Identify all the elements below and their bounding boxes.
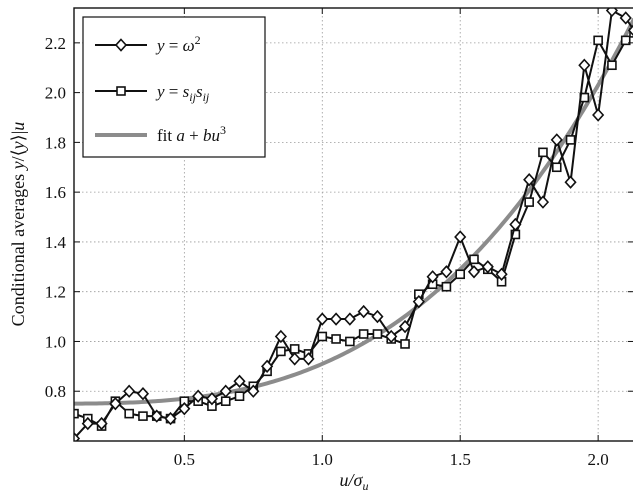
data-point-diamond [371, 309, 384, 324]
data-point-square [372, 329, 383, 339]
data-point-diamond [564, 175, 577, 189]
data-point-square [565, 135, 576, 145]
data-point-square [276, 346, 286, 357]
data-point-diamond [440, 265, 453, 279]
data-point-square [331, 334, 341, 344]
data-point-diamond [426, 270, 439, 284]
data-point-diamond [109, 396, 122, 411]
y-tick-label: 1.4 [45, 233, 67, 252]
y-tick-label: 1.6 [45, 183, 66, 202]
data-point-diamond [74, 431, 81, 441]
data-point-diamond [192, 389, 205, 403]
data-point-square [593, 35, 603, 46]
data-point-diamond [412, 294, 425, 309]
data-point-square [551, 162, 562, 173]
legend-label-2: fit a + bu3 [157, 123, 226, 145]
data-point-diamond [316, 312, 329, 326]
x-tick-label: 1.0 [312, 450, 333, 469]
data-point-square [234, 391, 245, 402]
legend-item-0: y = ω2 [95, 33, 201, 55]
x-tick-label: 0.5 [174, 450, 195, 469]
data-point-diamond [329, 312, 343, 326]
data-point-square [74, 408, 79, 419]
y-axis-label: Conditional averages y/⟨y⟩|u [8, 122, 28, 327]
y-tick-label: 1.0 [45, 332, 66, 351]
data-point-diamond [536, 195, 550, 209]
plot-frame [73, 7, 633, 442]
y-tick-label: 1.8 [45, 133, 66, 152]
y-tick-label: 1.2 [45, 283, 66, 302]
data-point-diamond [261, 359, 274, 374]
legend-label-0: y = ω2 [155, 33, 201, 55]
data-point-diamond [274, 329, 287, 344]
series-layer [74, 8, 633, 441]
data-point-square [345, 336, 355, 347]
data-point-diamond [233, 374, 246, 388]
data-point-diamond [357, 304, 370, 319]
data-point-square [620, 35, 631, 46]
data-point-diamond [288, 352, 301, 366]
data-point-diamond [178, 401, 191, 416]
data-point-diamond [454, 230, 467, 244]
fit-curve [74, 17, 633, 406]
data-point-diamond [343, 312, 356, 326]
data-point-square [138, 411, 148, 421]
legend-swatch-marker [116, 86, 126, 96]
data-point-diamond [509, 217, 522, 232]
data-point-diamond [398, 319, 412, 334]
data-point-square [289, 344, 300, 354]
series-omega-squared [74, 8, 633, 441]
fit-layer [74, 17, 633, 406]
data-point-square [607, 60, 617, 71]
data-point-diamond [523, 173, 536, 187]
data-point-diamond [605, 8, 619, 18]
y-tick-label: 2.2 [45, 34, 66, 53]
data-point-diamond [302, 352, 315, 366]
data-point-diamond [164, 411, 177, 426]
data-point-diamond [247, 384, 260, 398]
legend-item-2: fit a + bu3 [95, 123, 226, 145]
data-point-diamond [550, 133, 563, 147]
y-tick-label: 0.8 [45, 382, 66, 401]
data-point-diamond [619, 11, 632, 25]
data-point-square [524, 197, 534, 207]
data-point-diamond [592, 108, 605, 122]
data-point-square [358, 329, 369, 339]
y-tick-label: 2.0 [45, 84, 66, 103]
x-tick-label: 1.5 [450, 450, 471, 469]
data-point-diamond [467, 265, 481, 279]
data-point-square [400, 339, 410, 349]
data-point-square [538, 147, 548, 158]
data-point-diamond [123, 384, 136, 398]
data-point-diamond [81, 416, 94, 431]
data-point-square [441, 281, 452, 292]
data-point-square [455, 269, 466, 280]
data-point-diamond [495, 267, 508, 281]
x-tick-label: 2.0 [588, 450, 609, 469]
data-point-diamond [578, 58, 591, 72]
data-point-diamond [385, 329, 398, 344]
data-point-square [220, 396, 231, 406]
legend: y = ω2 y = sijsij fit a + bu3 [82, 16, 266, 158]
data-point-diamond [481, 260, 494, 274]
data-point-diamond [150, 409, 163, 423]
data-point-diamond [627, 24, 633, 36]
tick-layer: 0.5 1.0 1.5 2.0 0.8 1.0 1.2 1.4 1.6 1.8 2.0 2.2 [45, 8, 633, 469]
data-point-diamond [219, 384, 232, 398]
legend-swatch-marker [114, 38, 128, 52]
data-point-diamond [136, 387, 150, 401]
data-point-diamond [95, 416, 108, 431]
data-point-square [124, 408, 134, 419]
legend-label-1: y = sijsij [155, 82, 210, 104]
legend-item-1: y = sijsij [95, 82, 210, 104]
x-axis-label: u/σu [340, 470, 369, 491]
data-point-square [317, 331, 328, 342]
legend-items: y = ω2 y = sijsij fit a + bu3 [95, 33, 226, 145]
data-point-diamond [205, 392, 219, 406]
